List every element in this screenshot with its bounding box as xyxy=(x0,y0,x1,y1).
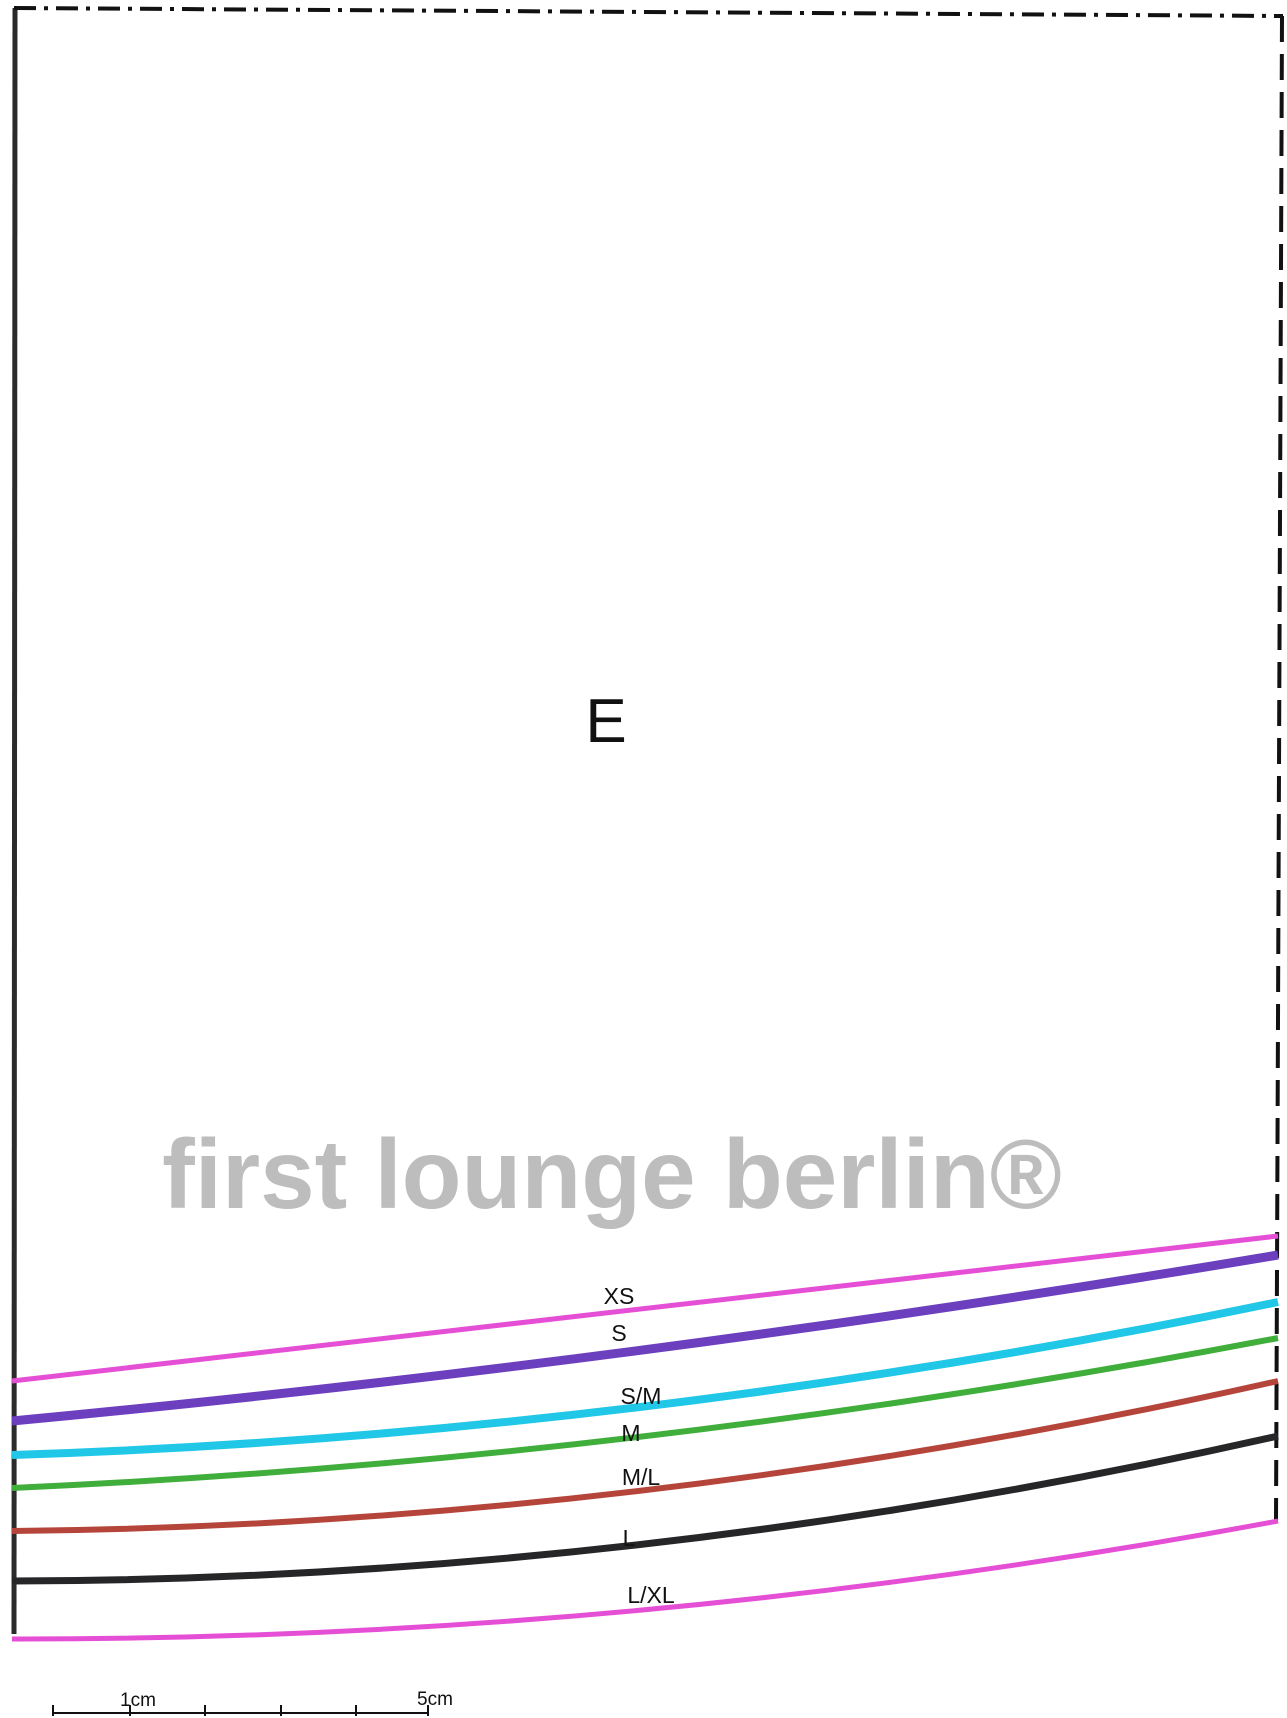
size-line-sm xyxy=(11,1298,1279,1459)
size-label-ml: M/L xyxy=(622,1464,661,1490)
size-line-s xyxy=(11,1250,1279,1426)
size-label-m: M xyxy=(621,1420,640,1446)
scale-bar: 1cm 5cm xyxy=(52,1689,453,1716)
outline-right-edge xyxy=(1274,15,1284,1522)
watermark: first lounge berlin® xyxy=(162,1119,1062,1229)
size-line-m xyxy=(11,1335,1279,1491)
size-line-lxl xyxy=(11,1518,1279,1642)
scale-label-1cm: 1cm xyxy=(120,1690,156,1711)
size-label-lxl: L/XL xyxy=(627,1582,675,1608)
size-line-xs xyxy=(11,1233,1279,1384)
size-label-s: S xyxy=(611,1320,626,1346)
outline-top-edge xyxy=(13,6,1284,18)
scale-label-5cm: 5cm xyxy=(417,1689,453,1710)
size-line-ml xyxy=(11,1378,1279,1534)
outline-left-edge xyxy=(11,7,18,1635)
piece-letter: E xyxy=(585,687,626,756)
size-label-xs: XS xyxy=(604,1283,635,1309)
size-label-sm: S/M xyxy=(621,1383,662,1409)
size-label-l: L xyxy=(623,1525,636,1551)
size-line-l xyxy=(11,1432,1279,1585)
